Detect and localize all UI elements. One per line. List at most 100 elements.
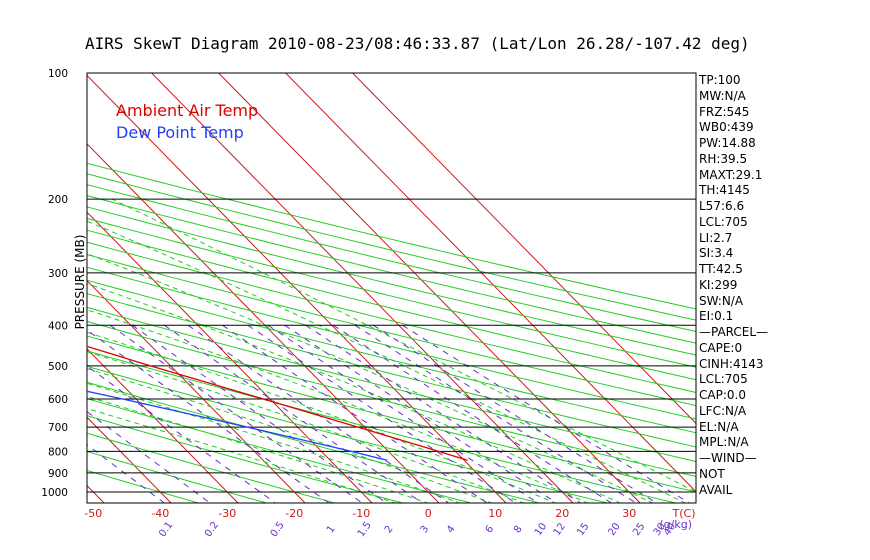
bottom-temp-tick-label: -50 bbox=[84, 507, 102, 520]
chart-title: AIRS SkewT Diagram 2010-08-23/08:46:33.8… bbox=[85, 34, 750, 53]
moist-adiabat-line bbox=[111, 198, 696, 493]
moist-adiabat-line bbox=[87, 368, 493, 503]
plot-border bbox=[86, 72, 697, 504]
moist-adiabat-line bbox=[87, 309, 589, 503]
sounding-index: TP:100 bbox=[699, 73, 741, 87]
sounding-index: TH:4145 bbox=[699, 183, 750, 198]
dry-adiabat-line bbox=[87, 415, 403, 503]
pressure-tick-label: 300 bbox=[48, 268, 68, 280]
dry-adiabat-line bbox=[87, 217, 696, 368]
mixing-ratio-line bbox=[110, 324, 362, 503]
pressure-tick-label: 1000 bbox=[41, 487, 68, 499]
mixing-ratio-label: 8 bbox=[512, 524, 525, 536]
dry-adiabat-line bbox=[87, 184, 696, 333]
sounding-index: SW:N/A bbox=[699, 293, 744, 308]
sounding-index: MW:N/A bbox=[699, 88, 746, 103]
sounding-index: SI:3.4 bbox=[699, 246, 734, 261]
pressure-tick-label: 600 bbox=[48, 394, 68, 406]
mixing-ratio-label: 0.5 bbox=[269, 520, 287, 539]
temp-axis-unit-label: T(C) bbox=[672, 507, 696, 520]
y-axis-label: PRESSURE (MB) bbox=[73, 234, 87, 330]
pressure-tick-label: 200 bbox=[48, 194, 68, 206]
dry-adiabat-line bbox=[87, 365, 608, 503]
bottom-temp-tick-label: -30 bbox=[218, 507, 236, 520]
sounding-index: —PARCEL— bbox=[699, 325, 769, 339]
sounding-index: LCL:705 bbox=[699, 214, 748, 229]
bottom-temp-tick-label: -10 bbox=[352, 507, 370, 520]
pressure-tick-label: 400 bbox=[48, 320, 68, 332]
sounding-series bbox=[87, 345, 468, 461]
dry-adiabat-line bbox=[87, 254, 696, 407]
moist-adiabat-line bbox=[87, 220, 687, 503]
mixing-ratio-line bbox=[87, 410, 210, 503]
sounding-index: KI:299 bbox=[699, 277, 738, 292]
mixing-ratio-line bbox=[222, 324, 487, 503]
dry-adiabat-line bbox=[87, 241, 696, 393]
sounding-index: EL:N/A bbox=[699, 419, 739, 434]
dry-adiabat-line bbox=[87, 162, 696, 310]
pressure-tick-label: 800 bbox=[48, 446, 68, 458]
sounding-index: CINH:4143 bbox=[699, 356, 764, 371]
dry-adiabat-line bbox=[87, 293, 696, 448]
bottom-temp-tick-label: 10 bbox=[488, 507, 502, 520]
isotherm-line bbox=[87, 416, 172, 503]
sounding-indices-list: TP:100 MW:N/A FRZ:545 WB0:439 PW:14.88 RH:39.… bbox=[699, 73, 768, 498]
mixing-ratio-label: 25 bbox=[631, 521, 647, 538]
moist-adiabat-line bbox=[87, 382, 462, 503]
mixing-ratio-label: 3 bbox=[419, 524, 432, 536]
sounding-index: MPL:N/A bbox=[699, 435, 749, 450]
moist-adiabat-line bbox=[87, 253, 654, 503]
sounding-index: AVAIL bbox=[699, 482, 733, 497]
dry-adiabat-line bbox=[87, 195, 696, 344]
mixing-ratio-line bbox=[267, 324, 538, 503]
mixing-ratio-line bbox=[373, 324, 657, 503]
isotherm-line bbox=[87, 348, 239, 503]
mixing-ratio-label: 4 bbox=[445, 524, 458, 536]
ambient-air-temp-line bbox=[87, 345, 468, 461]
sounding-index: MAXT:29.1 bbox=[699, 167, 763, 182]
sounding-index: TT:42.5 bbox=[699, 262, 743, 276]
dry-adiabat-line bbox=[87, 173, 696, 321]
mixing-ratio-label: 0.1 bbox=[157, 520, 175, 539]
mixing-ratio-label: 20 bbox=[606, 521, 622, 538]
sounding-index: PW:14.88 bbox=[699, 136, 756, 150]
isotherm-line bbox=[87, 143, 440, 503]
dry-adiabat-line bbox=[87, 266, 696, 420]
isotherm-line bbox=[87, 211, 373, 503]
mixing-ratio-label: 12 bbox=[552, 521, 568, 538]
mixing-ratio-line bbox=[164, 324, 423, 503]
legend-ambient-air-temp: Ambient Air Temp bbox=[116, 101, 259, 120]
mixing-ratio-line bbox=[132, 324, 387, 503]
mixing-ratio-label: 15 bbox=[575, 521, 591, 538]
sounding-index: LCL:705 bbox=[699, 372, 748, 387]
dew-point-temp-line bbox=[87, 390, 388, 461]
dry-adiabat-line bbox=[87, 320, 696, 478]
isotherm-line bbox=[0, 73, 37, 503]
sounding-index: LFC:N/A bbox=[699, 403, 747, 418]
bottom-temp-tick-label: 30 bbox=[622, 507, 636, 520]
mixing-ratio-line bbox=[247, 324, 516, 503]
mixing-ratio-label: 0.2 bbox=[203, 520, 221, 539]
sounding-index: —WIND— bbox=[699, 451, 757, 465]
moist-adiabat-line bbox=[87, 283, 622, 503]
dry-adiabat-line bbox=[87, 335, 696, 493]
sounding-index: CAPE:0 bbox=[699, 340, 743, 355]
pressure-tick-label: 100 bbox=[48, 68, 68, 80]
pressure-tick-label: 700 bbox=[48, 422, 68, 434]
isotherm-line bbox=[218, 73, 641, 503]
sounding-index: NOT bbox=[699, 466, 725, 481]
mixing-ratio-label: 1 bbox=[325, 524, 338, 536]
legend-dew-point-temp: Dew Point Temp bbox=[116, 123, 244, 142]
dry-adiabat-line bbox=[87, 279, 696, 434]
mixing-ratio-line bbox=[305, 324, 581, 503]
plot-frame bbox=[86, 72, 697, 504]
isotherm-line bbox=[87, 484, 105, 503]
sounding-index: CAP:0.0 bbox=[699, 388, 746, 402]
dry-adiabat-line bbox=[87, 206, 696, 356]
moist-adiabat-line bbox=[87, 351, 525, 503]
sounding-index: FRZ:545 bbox=[699, 104, 750, 119]
isotherm-line bbox=[352, 73, 696, 425]
mixing-ratio-unit-label: (g/kg) bbox=[659, 518, 692, 531]
pressure-tick-label: 900 bbox=[48, 468, 68, 480]
